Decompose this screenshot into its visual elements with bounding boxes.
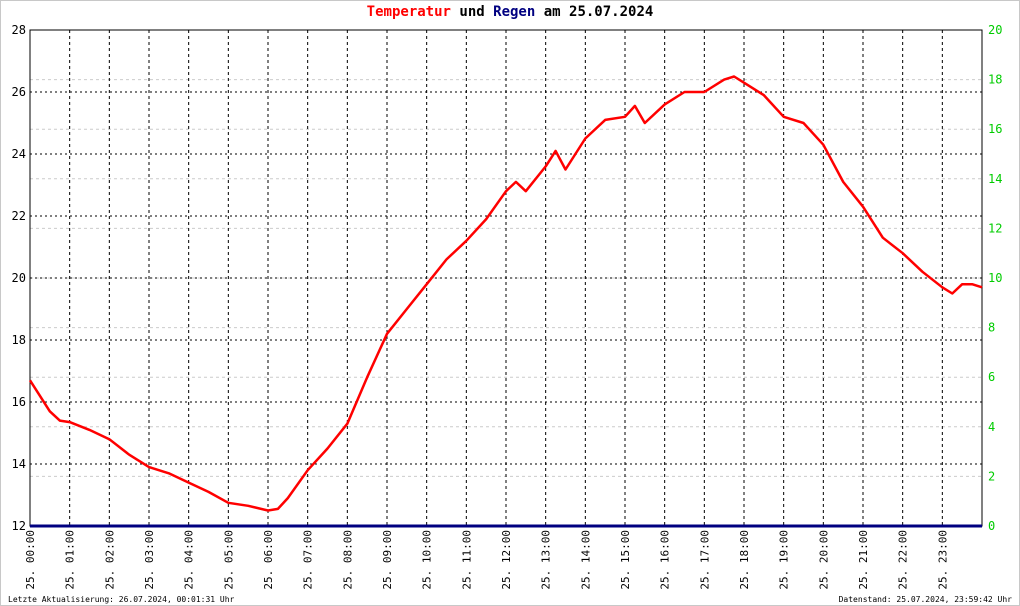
title-and: und <box>459 4 485 20</box>
y-tick-label-left: 24 <box>12 147 26 161</box>
y-tick-label-right: 4 <box>988 420 995 434</box>
y-tick-label-right: 16 <box>988 122 1002 136</box>
footer-last-update: Letzte Aktualisierung: 26.07.2024, 00:01… <box>8 595 235 604</box>
chart-title: Temperatur und Regen am 25.07.2024 <box>0 4 1020 20</box>
y-tick-label-left: 26 <box>12 85 26 99</box>
y-tick-label-right: 8 <box>988 321 995 335</box>
title-temperature: Temperatur <box>366 4 451 20</box>
y-tick-label-left: 20 <box>12 271 26 285</box>
y-tick-label-left: 28 <box>12 23 26 37</box>
y-tick-label-right: 18 <box>988 73 1002 87</box>
x-tick-label: 25. 09:00 <box>381 530 394 590</box>
x-tick-label: 25. 10:00 <box>421 530 434 590</box>
x-tick-label: 25. 23:00 <box>936 530 949 590</box>
x-tick-label: 25. 17:00 <box>698 530 711 590</box>
y-tick-label-right: 6 <box>988 370 995 384</box>
title-date: am 25.07.2024 <box>543 4 654 20</box>
x-tick-label: 25. 04:00 <box>183 530 196 590</box>
title-rain: Regen <box>493 4 536 20</box>
y-tick-label-right: 20 <box>988 23 1002 37</box>
y-tick-label-right: 2 <box>988 469 995 483</box>
y-tick-label-left: 18 <box>12 333 26 347</box>
x-tick-label: 25. 03:00 <box>143 530 156 590</box>
x-tick-label: 25. 06:00 <box>262 530 275 590</box>
x-tick-label: 25. 20:00 <box>817 530 830 590</box>
x-tick-label: 25. 08:00 <box>341 530 354 590</box>
x-tick-label: 25. 00:00 <box>24 530 37 590</box>
y-tick-label-left: 16 <box>12 395 26 409</box>
x-tick-label: 25. 19:00 <box>778 530 791 590</box>
x-tick-label: 25. 05:00 <box>222 530 235 590</box>
x-tick-label: 25. 07:00 <box>302 530 315 590</box>
y-tick-label-right: 10 <box>988 271 1002 285</box>
x-tick-label: 25. 22:00 <box>897 530 910 590</box>
x-tick-label: 25. 18:00 <box>738 530 751 590</box>
series-line-temperature <box>28 75 983 512</box>
x-tick-label: 25. 11:00 <box>460 530 473 590</box>
x-tick-label: 25. 14:00 <box>579 530 592 590</box>
y-tick-label-right: 0 <box>988 519 995 533</box>
y-tick-label-left: 12 <box>12 519 26 533</box>
x-tick-label: 25. 02:00 <box>103 530 116 590</box>
y-tick-label-right: 14 <box>988 172 1002 186</box>
x-tick-label: 25. 15:00 <box>619 530 632 590</box>
y-tick-label-left: 22 <box>12 209 26 223</box>
x-tick-label: 25. 12:00 <box>500 530 513 590</box>
y-tick-label-left: 14 <box>12 457 26 471</box>
x-tick-label: 25. 13:00 <box>540 530 553 590</box>
x-tick-label: 25. 16:00 <box>659 530 672 590</box>
x-tick-label: 25. 01:00 <box>64 530 77 590</box>
y-tick-label-right: 12 <box>988 221 1002 235</box>
footer-data-status: Datenstand: 25.07.2024, 23:59:42 Uhr <box>838 595 1012 604</box>
x-tick-label: 25. 21:00 <box>857 530 870 590</box>
